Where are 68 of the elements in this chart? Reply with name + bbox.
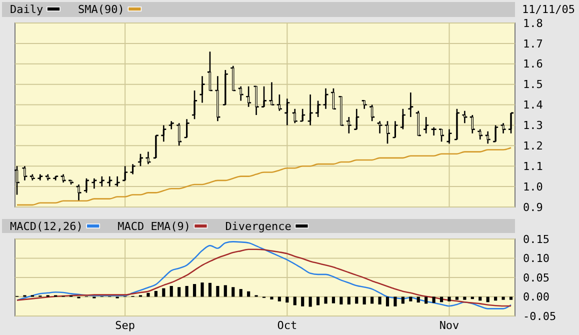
bar	[162, 288, 166, 297]
bar	[463, 296, 466, 300]
bar	[192, 284, 196, 297]
bar	[185, 286, 188, 297]
y-tick-label: 1.1	[523, 160, 543, 173]
bar	[154, 290, 158, 297]
y-tick-label: 1.7	[523, 37, 543, 50]
bar	[316, 296, 320, 306]
bar	[146, 292, 150, 297]
legend-label: Divergence	[225, 220, 292, 233]
bar	[308, 296, 312, 307]
text: 11/11/05	[522, 3, 575, 16]
bar	[332, 296, 336, 304]
bar	[362, 296, 366, 304]
bar	[239, 289, 242, 297]
y-tick-label: 0.00	[523, 290, 550, 304]
y-tick-label: 1.3	[523, 119, 543, 132]
bar	[301, 296, 304, 306]
y-tick-label: 0.10	[523, 252, 550, 266]
legend-label: MACD(12,26)	[10, 220, 83, 233]
y-tick-label: -0.05	[523, 310, 556, 323]
y-tick-label: 1.8	[523, 16, 543, 30]
bar	[286, 296, 289, 303]
line-series	[16, 147, 512, 206]
bar	[340, 296, 343, 304]
bar	[409, 296, 412, 302]
bar	[401, 296, 404, 304]
bar	[232, 287, 235, 297]
bar	[278, 296, 281, 302]
y-tick-label: 1.4	[523, 98, 544, 112]
y-tick-label: 1.6	[523, 58, 543, 71]
x-tick-label: Oct	[277, 319, 298, 332]
bar	[394, 296, 397, 306]
bar	[347, 296, 350, 304]
bar	[208, 282, 212, 297]
bar	[270, 296, 274, 300]
legend-label: SMA(90)	[78, 3, 124, 16]
legend-label: Daily	[10, 3, 44, 16]
bar	[170, 286, 173, 297]
x-tick-label: Nov	[439, 319, 460, 332]
x-tick-label: Sep	[115, 319, 135, 332]
y-tick-label: 1.0	[523, 180, 543, 194]
bar	[486, 296, 490, 302]
bar	[355, 296, 358, 304]
bar	[448, 296, 451, 302]
y-tick-label: 0.05	[523, 271, 550, 284]
bar	[216, 286, 220, 297]
bar	[440, 296, 444, 302]
y-tick-label: 0.9	[523, 200, 543, 214]
bar	[370, 296, 374, 304]
y-tick-label: 1.5	[523, 78, 543, 92]
bar	[293, 296, 296, 306]
bar	[324, 296, 328, 304]
bar	[247, 291, 250, 297]
bar	[224, 285, 227, 297]
bar	[178, 287, 181, 297]
bar	[378, 296, 382, 304]
bar	[386, 296, 390, 306]
legend-label: MACD EMA(9)	[118, 220, 190, 233]
bar	[432, 296, 436, 303]
bar	[455, 296, 459, 300]
bar	[416, 296, 420, 303]
bar	[502, 296, 505, 300]
bar	[509, 296, 513, 300]
bar	[200, 282, 204, 297]
bar	[424, 296, 428, 304]
y-tick-label: 1.2	[523, 140, 543, 153]
y-tick-label: 0.15	[523, 232, 550, 246]
